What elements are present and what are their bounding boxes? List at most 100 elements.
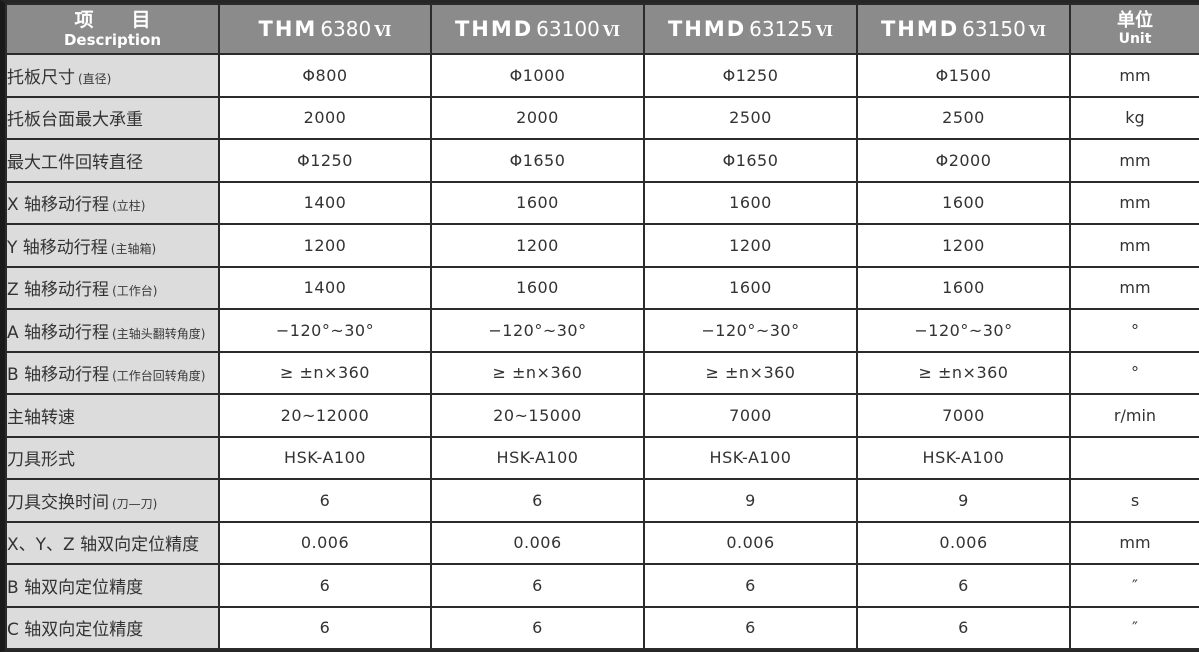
- spec-value-cell: Φ1250: [218, 138, 432, 183]
- spec-value-cell: ≥ ±n×360: [643, 350, 858, 395]
- spec-value-cell: 1600: [856, 265, 1071, 310]
- table-row: X 轴移动行程 (立柱) 1400 1600 1600 1600 mm: [5, 180, 1199, 225]
- row-label: 刀具形式: [7, 450, 75, 471]
- row-label-cell: 最大工件回转直径: [5, 138, 220, 183]
- row-label: C 轴双向定位精度: [7, 620, 144, 641]
- row-label: A 轴移动行程: [7, 322, 110, 343]
- spec-value-cell: 7000: [643, 393, 858, 438]
- row-label-cell: 托板台面最大承重: [5, 95, 220, 140]
- table-row: Z 轴移动行程 (工作台) 1400 1600 1600 1600 mm: [5, 265, 1199, 310]
- row-label: Z 轴移动行程: [7, 280, 110, 301]
- unit-cell: mm: [1069, 138, 1199, 183]
- spec-value-cell: 0.006: [643, 520, 858, 565]
- unit-cell: [1069, 435, 1199, 480]
- spec-value-cell: HSK-A100: [643, 435, 858, 480]
- row-label-note: (立柱): [112, 199, 146, 214]
- unit-cell: mm: [1069, 520, 1199, 565]
- table-row: A 轴移动行程 (主轴头翻转角度) −120°~30° −120°~30° −120°~…: [5, 308, 1199, 353]
- unit-cell: mm: [1069, 223, 1199, 268]
- row-label: X 轴移动行程: [7, 195, 110, 216]
- model-series: Ⅵ: [602, 22, 621, 40]
- header-row: 项 目 Description THM 6380 Ⅵ THMD 63100 Ⅵ THMD 63…: [5, 3, 1199, 55]
- table-row: C 轴双向定位精度 6 6 6 6 ″: [5, 605, 1199, 650]
- spec-value-cell: 6: [643, 605, 858, 650]
- unit-cell: ″: [1069, 605, 1199, 650]
- header-model-thmd63150: THMD 63150 Ⅵ: [856, 3, 1071, 55]
- spec-value-cell: 6: [218, 605, 432, 650]
- spec-value-cell: 6: [856, 605, 1071, 650]
- spec-value-cell: Φ1000: [430, 53, 645, 98]
- row-label-cell: 刀具交换时间 (刀—刀): [5, 478, 220, 523]
- model-series: Ⅵ: [374, 22, 392, 40]
- model-number: 63150: [962, 17, 1026, 41]
- row-label-cell: 托板尺寸 (直径): [5, 53, 220, 98]
- unit-cell: kg: [1069, 95, 1199, 140]
- model-brand: THMD: [667, 17, 747, 41]
- model-brand: THMD: [454, 17, 534, 41]
- header-model-thmd63100: THMD 63100 Ⅵ: [430, 3, 645, 55]
- row-label-cell: Y 轴移动行程 (主轴箱): [5, 223, 220, 268]
- row-label-note: (工作台回转角度): [112, 369, 206, 384]
- spec-value-cell: Φ2000: [856, 138, 1071, 183]
- row-label-cell: Z 轴移动行程 (工作台): [5, 265, 220, 310]
- unit-cell: °: [1069, 308, 1199, 353]
- spec-value-cell: −120°~30°: [218, 308, 432, 353]
- header-unit-zh: 单位: [1117, 9, 1153, 31]
- row-label-cell: B 轴移动行程 (工作台回转角度): [5, 350, 220, 395]
- spec-value-cell: 0.006: [856, 520, 1071, 565]
- spec-value-cell: 1200: [643, 223, 858, 268]
- spec-value-cell: HSK-A100: [856, 435, 1071, 480]
- unit-cell: ″: [1069, 563, 1199, 608]
- unit-cell: mm: [1069, 53, 1199, 98]
- model-brand: THM: [258, 17, 318, 41]
- row-label-note: (刀—刀): [112, 496, 158, 511]
- spec-value-cell: −120°~30°: [856, 308, 1071, 353]
- table-row: B 轴双向定位精度 6 6 6 6 ″: [5, 563, 1199, 608]
- unit-cell: mm: [1069, 180, 1199, 225]
- row-label-note: (工作台): [112, 284, 158, 299]
- row-label-cell: C 轴双向定位精度: [5, 605, 220, 650]
- unit-cell: s: [1069, 478, 1199, 523]
- spec-value-cell: 9: [856, 478, 1071, 523]
- header-unit: 单位 Unit: [1069, 3, 1199, 55]
- spec-value-cell: Φ1650: [643, 138, 858, 183]
- unit-cell: r/min: [1069, 393, 1199, 438]
- spec-value-cell: 1200: [856, 223, 1071, 268]
- header-description: 项 目 Description: [5, 3, 220, 55]
- row-label-cell: 主轴转速: [5, 393, 220, 438]
- spec-value-cell: 1200: [430, 223, 645, 268]
- spec-value-cell: 2000: [218, 95, 432, 140]
- spec-value-cell: 6: [218, 478, 432, 523]
- spec-value-cell: 0.006: [218, 520, 432, 565]
- header-unit-en: Unit: [1118, 30, 1152, 47]
- model-number: 63100: [536, 17, 600, 41]
- spec-value-cell: 2500: [643, 95, 858, 140]
- spec-value-cell: Φ1250: [643, 53, 858, 98]
- spec-value-cell: Φ1650: [430, 138, 645, 183]
- spec-value-cell: 1600: [643, 265, 858, 310]
- spec-value-cell: 1600: [643, 180, 858, 225]
- header-description-en: Description: [63, 30, 162, 49]
- machine-spec-table: 项 目 Description THM 6380 Ⅵ THMD 63100 Ⅵ THMD 63…: [5, 3, 1199, 650]
- row-label-cell: A 轴移动行程 (主轴头翻转角度): [5, 308, 220, 353]
- spec-value-cell: 6: [218, 563, 432, 608]
- row-label: Y 轴移动行程: [7, 237, 108, 258]
- row-label-note: (主轴头翻转角度): [112, 326, 206, 341]
- spec-value-cell: 1400: [218, 180, 432, 225]
- spec-value-cell: 7000: [856, 393, 1071, 438]
- spec-value-cell: 6: [430, 605, 645, 650]
- spec-value-cell: 20~15000: [430, 393, 645, 438]
- table-row: 托板台面最大承重 2000 2000 2500 2500 kg: [5, 95, 1199, 140]
- table-row: 主轴转速 20~12000 20~15000 7000 7000 r/min: [5, 393, 1199, 438]
- row-label: 托板台面最大承重: [7, 110, 143, 131]
- row-label: 刀具交换时间: [7, 492, 109, 513]
- spec-value-cell: 2500: [856, 95, 1071, 140]
- spec-value-cell: ≥ ±n×360: [430, 350, 645, 395]
- spec-value-cell: 1600: [430, 180, 645, 225]
- unit-cell: mm: [1069, 265, 1199, 310]
- row-label-cell: B 轴双向定位精度: [5, 563, 220, 608]
- model-number: 6380: [320, 17, 372, 41]
- row-label: B 轴双向定位精度: [7, 577, 144, 598]
- row-label: 主轴转速: [7, 407, 75, 428]
- model-series: Ⅵ: [815, 22, 834, 40]
